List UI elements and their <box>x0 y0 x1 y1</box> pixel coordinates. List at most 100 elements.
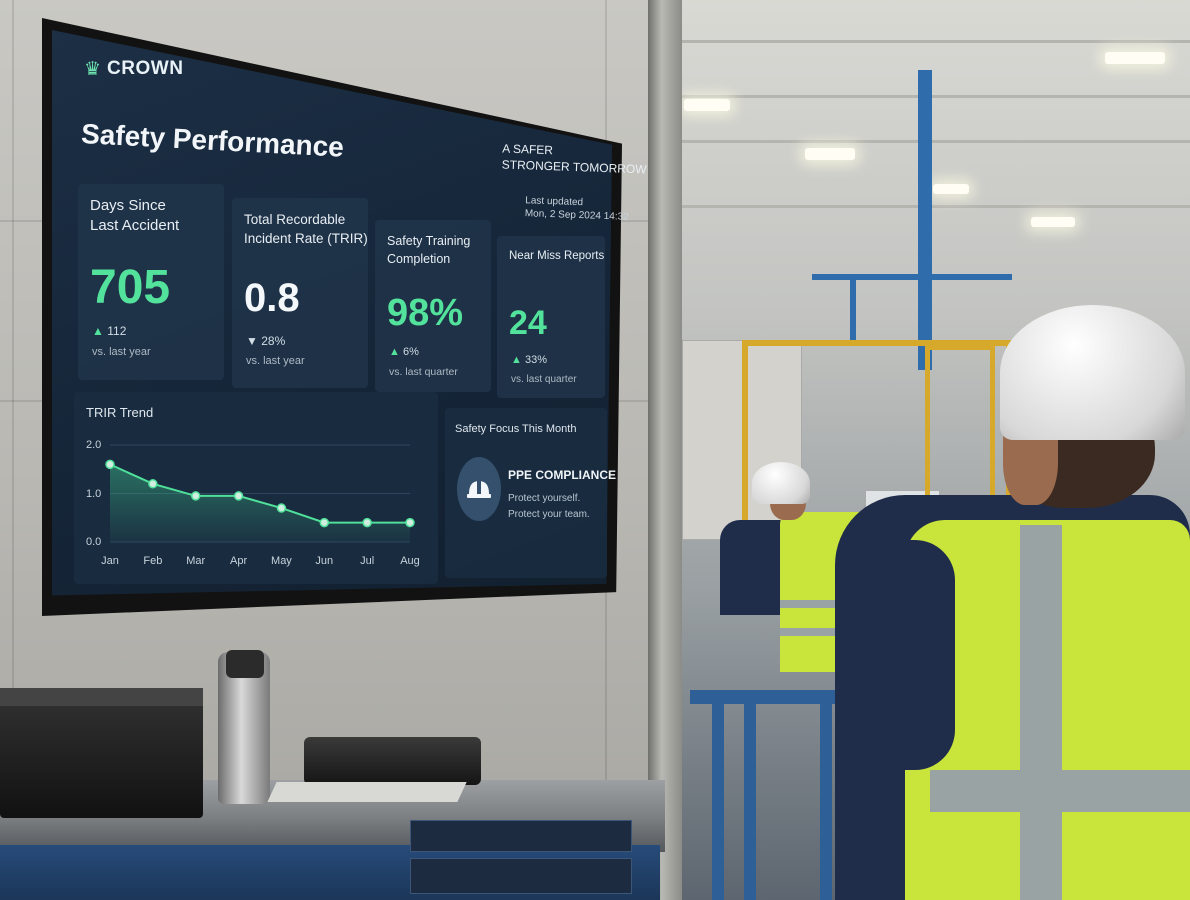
kpi-change-value: 6% <box>402 346 419 358</box>
vest-stripe <box>780 628 872 636</box>
kpi-change-value: 33% <box>524 354 547 366</box>
focus-line: Protect your team. <box>508 509 590 520</box>
data-point <box>276 503 287 513</box>
blue-beam <box>812 274 1012 280</box>
brand-name: CROWN <box>107 58 184 79</box>
focus-line: Protect yourself. <box>508 493 581 504</box>
kpi-value: 705 <box>90 261 171 314</box>
workbench-leg <box>820 700 832 900</box>
kpi-card-training-completion: Safety Training Completion 98% ▲ 6% vs. … <box>375 220 491 392</box>
focus-panel-title: Safety Focus This Month <box>455 423 577 435</box>
kpi-label-line: Days Since <box>90 197 166 214</box>
toolbox-lid <box>0 688 203 706</box>
tagline: A SAFER STRONGER TOMORROW <box>501 140 647 177</box>
last-updated: Last updated Mon, 2 Sep 2024 14:32 <box>525 194 630 224</box>
kpi-compare: vs. last quarter <box>389 366 458 378</box>
kpi-value: 0.8 <box>244 276 300 320</box>
worker-arm <box>835 540 955 770</box>
workbench-leg <box>744 700 756 900</box>
roof-truss <box>682 140 1190 143</box>
kpi-label-line: Safety Training <box>387 234 471 248</box>
trir-trend-chart: Jan Feb Mar Apr May Jun Jul Aug <box>101 444 420 567</box>
blue-post <box>850 274 856 344</box>
roof-truss <box>682 40 1190 43</box>
ceiling-light <box>1031 217 1075 227</box>
ceiling-light <box>805 148 855 160</box>
kpi-change: ▼ 28% <box>246 334 285 348</box>
kpi-change: ▲ 112 <box>92 324 126 338</box>
kpi-label-line: Last Accident <box>90 217 180 234</box>
kpi-card-trir: Total Recordable Incident Rate (TRIR) 0.… <box>232 198 368 388</box>
x-tick-label: Apr <box>230 555 247 567</box>
trend-area <box>110 464 410 542</box>
toolbox <box>0 688 203 818</box>
kpi-value: 98% <box>387 292 464 334</box>
y-tick: 2.0 <box>86 439 102 451</box>
hard-hat <box>1000 305 1185 440</box>
y-tick: 1.0 <box>86 488 102 500</box>
up-arrow-icon: ▲ <box>511 354 522 366</box>
up-arrow-icon: ▲ <box>389 346 400 358</box>
data-point <box>190 491 201 501</box>
focus-heading: PPE COMPLIANCE <box>508 468 617 482</box>
cabinet-drawer <box>410 820 632 852</box>
clipboard <box>267 782 467 802</box>
x-tick-label: Mar <box>186 555 205 567</box>
data-point <box>405 517 415 528</box>
x-tick-label: Jan <box>101 555 119 567</box>
y-tick: 0.0 <box>86 536 102 548</box>
x-tick-label: May <box>271 555 292 567</box>
data-point <box>105 459 115 470</box>
down-arrow-icon: ▼ <box>246 334 258 348</box>
vest-stripe <box>780 600 872 608</box>
cabinet-drawer <box>410 858 632 894</box>
kpi-label-line: Completion <box>387 252 451 266</box>
crown-icon: ♛ <box>84 58 102 80</box>
ceiling-light <box>933 184 969 194</box>
ceiling-light <box>1105 52 1165 64</box>
workbench-leg <box>712 700 724 900</box>
roof-truss <box>682 205 1190 208</box>
x-tick-label: Jun <box>315 555 333 567</box>
kpi-change-value: 28% <box>261 334 286 348</box>
tool-case <box>304 737 481 785</box>
x-tick-label: Feb <box>143 555 162 567</box>
vest-stripe <box>930 770 1190 812</box>
kpi-change: ▲ 6% <box>389 346 419 358</box>
workbench <box>690 690 840 704</box>
wall-seam <box>12 0 14 780</box>
kpi-label: Near Miss Reports <box>509 250 605 262</box>
kpi-label: Safety Training Completion <box>387 232 470 268</box>
kpi-change-value: 112 <box>107 324 127 338</box>
bottle-cap <box>226 650 264 678</box>
x-tick-label: Aug <box>400 555 420 567</box>
data-point <box>233 491 244 501</box>
kpi-label: Total Recordable Incident Rate (TRIR) <box>244 210 368 248</box>
blue-column <box>918 70 932 370</box>
roof-truss <box>682 95 1190 98</box>
data-point <box>148 479 158 489</box>
brand-logo: ♛ CROWN <box>84 58 183 80</box>
hard-hat-icon <box>457 457 501 521</box>
kpi-compare: vs. last year <box>246 355 305 367</box>
data-point <box>362 517 372 528</box>
ceiling-light <box>684 99 730 111</box>
kpi-label: Days Since Last Accident <box>90 196 179 236</box>
hard-hat <box>752 462 810 504</box>
kpi-compare: vs. last quarter <box>511 374 577 385</box>
vest-stripe <box>1020 525 1062 900</box>
kpi-card-near-miss: Near Miss Reports 24 ▲ 33% vs. last quar… <box>497 236 605 398</box>
kpi-card-days-since-accident: Days Since Last Accident 705 ▲ 112 vs. l… <box>78 184 224 380</box>
kpi-label-line: Incident Rate (TRIR) <box>244 231 368 246</box>
data-point <box>319 517 330 528</box>
up-arrow-icon: ▲ <box>92 324 104 338</box>
kpi-change: ▲ 33% <box>511 354 547 366</box>
x-tick-label: Jul <box>360 555 374 567</box>
yellow-guard-frame <box>925 345 995 540</box>
kpi-value: 24 <box>509 304 547 342</box>
kpi-compare: vs. last year <box>92 346 151 358</box>
steel-pillar <box>648 0 682 900</box>
kpi-label-line: Total Recordable <box>244 212 346 227</box>
trend-line <box>109 463 410 524</box>
chart-title: TRIR Trend <box>86 405 154 420</box>
